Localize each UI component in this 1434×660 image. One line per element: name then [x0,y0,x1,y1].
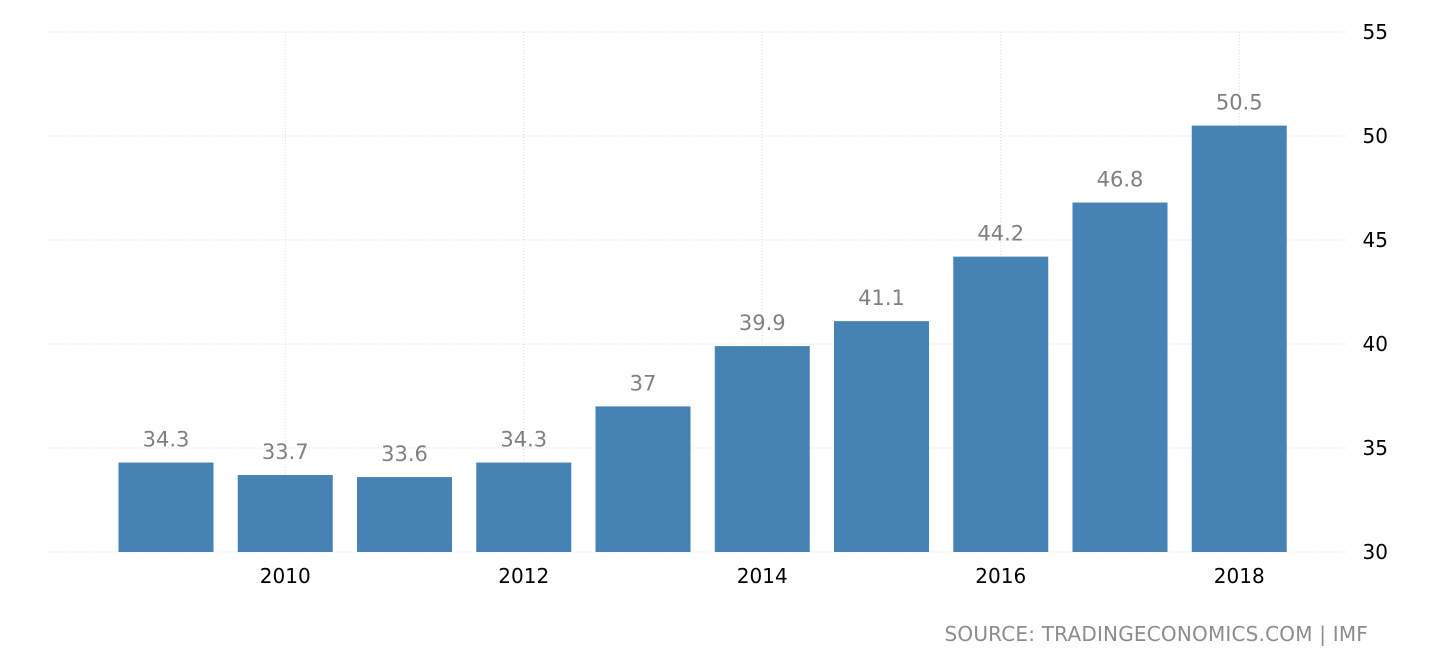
bar-2013 [595,406,691,552]
data-label-2011: 33.6 [381,442,428,466]
y-tick-label: 35 [1363,436,1388,460]
data-label-2012: 34.3 [500,428,547,452]
bar-2009 [118,462,214,552]
bar-2017 [1072,202,1168,552]
data-label-2017: 46.8 [1097,168,1144,192]
data-label-2015: 41.1 [858,286,905,310]
bar-2012 [476,462,572,552]
y-tick-label: 50 [1363,124,1388,148]
y-tick-label: 55 [1363,20,1388,44]
x-tick-label: 2012 [498,564,549,588]
x-tick-label: 2018 [1214,564,1265,588]
bar-2010 [237,475,333,552]
bar-2016 [953,256,1049,552]
bar-2018 [1191,125,1287,552]
data-label-2016: 44.2 [977,222,1024,246]
bar-2015 [834,321,929,552]
x-axis-ticks: 2010 2012 2014 2016 2018 [260,564,1265,588]
data-labels: 34.3 33.7 33.6 34.3 37 39.9 41.1 44.2 46.8 50.5 [143,91,1263,467]
bar-2014 [714,346,810,552]
y-axis-ticks: 30 35 40 45 50 55 [1363,20,1388,564]
data-label-2018: 50.5 [1216,91,1263,115]
bars [118,125,1287,552]
data-label-2010: 33.7 [262,440,309,464]
y-tick-label: 45 [1363,228,1388,252]
source-label: SOURCE: TRADINGECONOMICS.COM | IMF [944,622,1368,646]
data-label-2014: 39.9 [739,311,786,335]
x-tick-label: 2010 [260,564,311,588]
x-tick-label: 2016 [975,564,1026,588]
y-tick-label: 30 [1363,540,1388,564]
bar-2011 [357,477,452,552]
x-tick-label: 2014 [737,564,788,588]
data-label-2009: 34.3 [143,428,190,452]
data-label-2013: 37 [630,371,657,395]
y-tick-label: 40 [1363,332,1388,356]
